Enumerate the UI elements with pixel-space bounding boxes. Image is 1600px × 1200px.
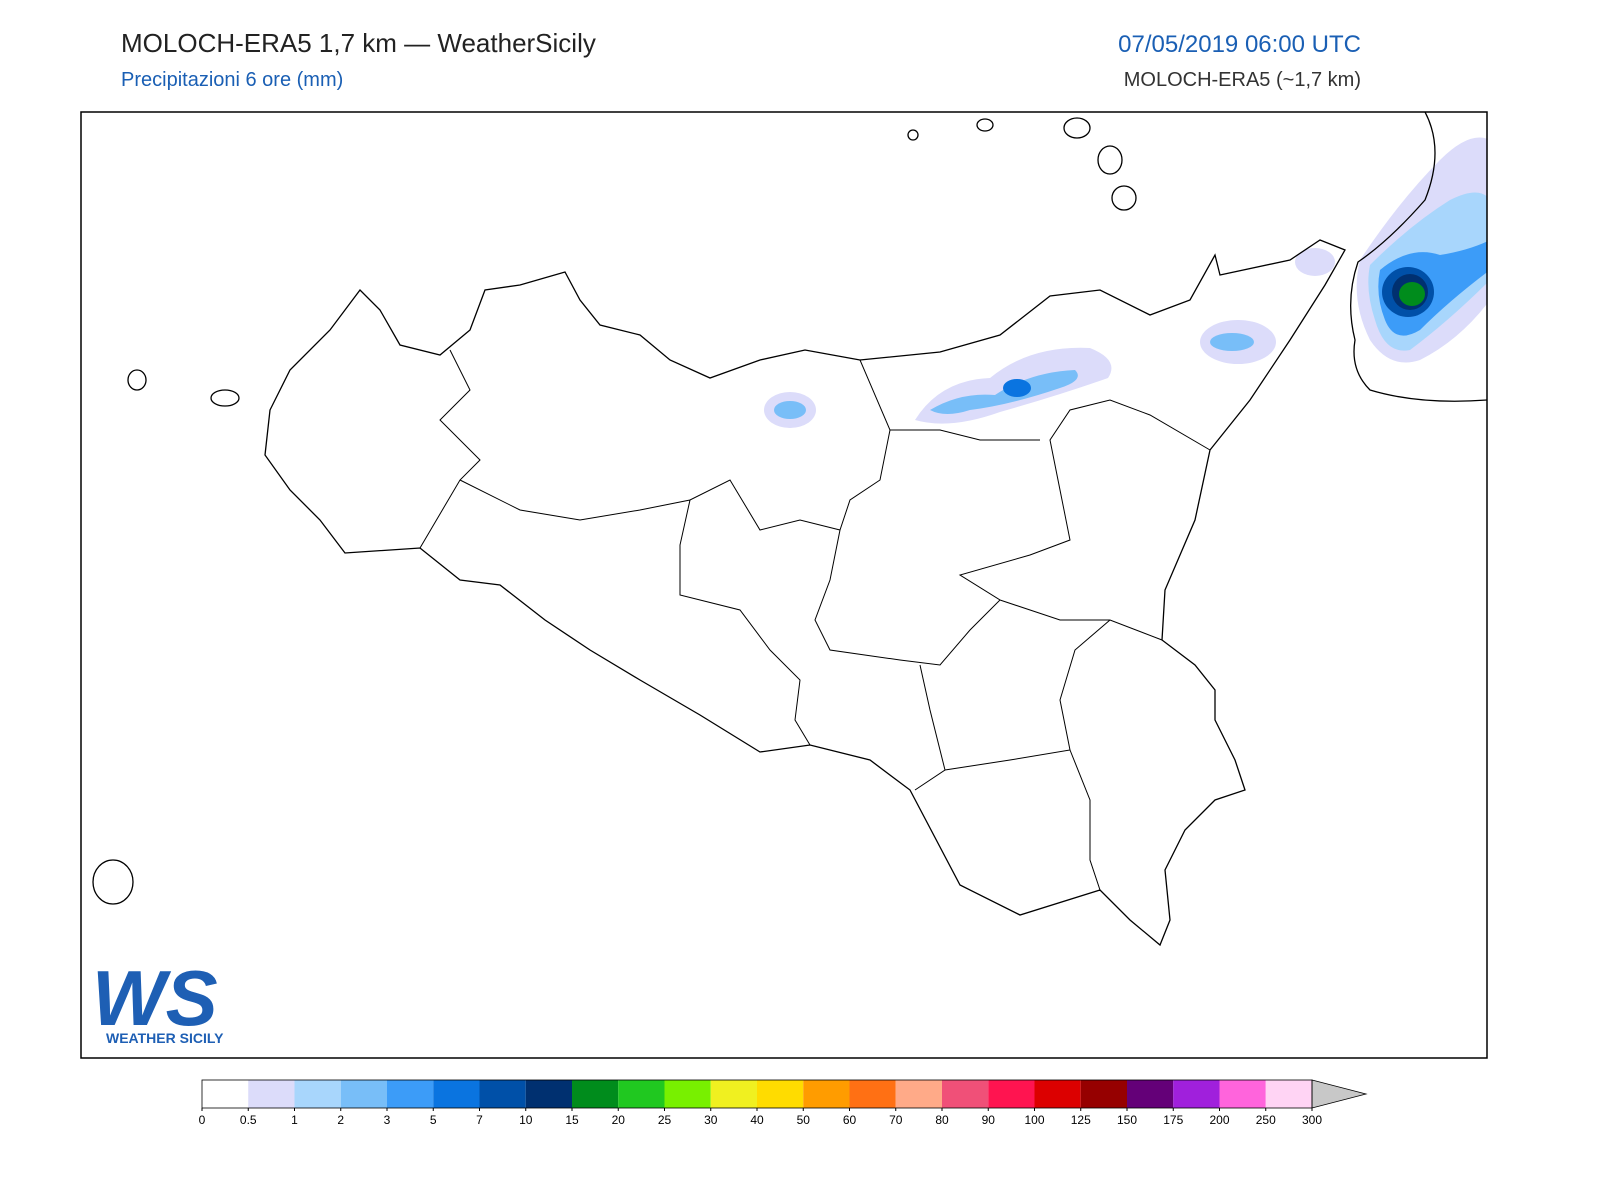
colorbar-tick-label: 100	[1024, 1113, 1044, 1127]
colorbar-tick-label: 150	[1117, 1113, 1137, 1127]
colorbar-tick-label: 3	[384, 1113, 391, 1127]
colorbar-bin	[988, 1080, 1035, 1108]
colorbar-bin	[572, 1080, 619, 1108]
colorbar-tick-label: 2	[337, 1113, 344, 1127]
colorbar-tick-label: 15	[565, 1113, 579, 1127]
colorbar-bin	[618, 1080, 665, 1108]
colorbar-bin	[1173, 1080, 1220, 1108]
colorbar-tick-label: 125	[1071, 1113, 1091, 1127]
colorbar-bin	[895, 1080, 942, 1108]
colorbar-bin	[525, 1080, 572, 1108]
colorbar-tick-label: 30	[704, 1113, 718, 1127]
colorbar-bin	[248, 1080, 295, 1108]
logo-name: WEATHER SICILY	[106, 1030, 224, 1046]
colorbar-bin	[757, 1080, 804, 1108]
colorbar-tick-label: 200	[1209, 1113, 1229, 1127]
colorbar-bin	[1127, 1080, 1174, 1108]
colorbar-tick-label: 20	[612, 1113, 626, 1127]
colorbar-tick-label: 40	[750, 1113, 764, 1127]
colorbar: 0 0.5 1 2 3 5 7 10 15 20 25 30 40 50 60 70 80 90 100 125 150…	[199, 1079, 1368, 1127]
islands	[92, 117, 1137, 905]
colorbar-bin	[340, 1080, 387, 1108]
coastline	[1350, 112, 1487, 402]
map-frame	[80, 111, 1488, 1059]
colorbar-tick-label: 1	[291, 1113, 298, 1127]
precip-area	[930, 370, 1078, 414]
colorbar-bin	[710, 1080, 757, 1108]
precip-area	[1295, 248, 1335, 276]
title: MOLOCH-ERA5 1,7 km — WeatherSicily	[121, 28, 596, 58]
precip-area	[1003, 379, 1031, 397]
colorbar-bin	[942, 1080, 989, 1108]
colorbar-bin	[479, 1080, 526, 1108]
colorbar-bin	[433, 1080, 480, 1108]
colorbar-extend	[1311, 1079, 1368, 1109]
colorbar-bin	[664, 1080, 711, 1108]
colorbar-bin	[202, 1080, 249, 1108]
colorbar-tick-label: 80	[935, 1113, 949, 1127]
colorbar-bin	[387, 1080, 434, 1108]
colorbar-tick-label: 5	[430, 1113, 437, 1127]
colorbar-tick-label: 25	[658, 1113, 672, 1127]
colorbar-tick-label: 7	[476, 1113, 483, 1127]
precipitation	[764, 137, 1487, 428]
logo-mark: WS	[92, 954, 218, 1042]
colorbar-tick-label: 70	[889, 1113, 903, 1127]
colorbar-tick-label: 10	[519, 1113, 533, 1127]
subtitle: Precipitazioni 6 ore (mm)	[121, 69, 343, 91]
logo: WS WEATHER SICILY	[92, 954, 224, 1046]
colorbar-bin	[1034, 1080, 1081, 1108]
colorbar-bin	[1080, 1080, 1127, 1108]
colorbar-bin	[1265, 1080, 1312, 1108]
coastline	[264, 239, 1346, 947]
province-border	[419, 349, 1211, 891]
colorbar-tick-label: 300	[1302, 1113, 1322, 1127]
colorbar-bin	[849, 1080, 896, 1108]
colorbar-tick-label: 0	[199, 1113, 206, 1127]
precip-area	[1399, 282, 1425, 306]
model-label: MOLOCH-ERA5 (~1,7 km)	[1124, 69, 1361, 91]
map	[80, 111, 1488, 1059]
colorbar-bin	[1219, 1080, 1266, 1108]
colorbar-tick-label: 90	[982, 1113, 996, 1127]
colorbar-tick-label: 60	[843, 1113, 857, 1127]
colorbar-tick-label: 175	[1163, 1113, 1183, 1127]
colorbar-tick-label: 50	[797, 1113, 811, 1127]
colorbar-bin	[803, 1080, 850, 1108]
precip-area	[774, 401, 806, 419]
precip-area	[1210, 333, 1254, 351]
valid-time: 07/05/2019 06:00 UTC	[1118, 31, 1361, 58]
colorbar-tick-label: 0.5	[240, 1113, 257, 1127]
colorbar-tick-label: 250	[1256, 1113, 1276, 1127]
colorbar-bin	[294, 1080, 341, 1108]
